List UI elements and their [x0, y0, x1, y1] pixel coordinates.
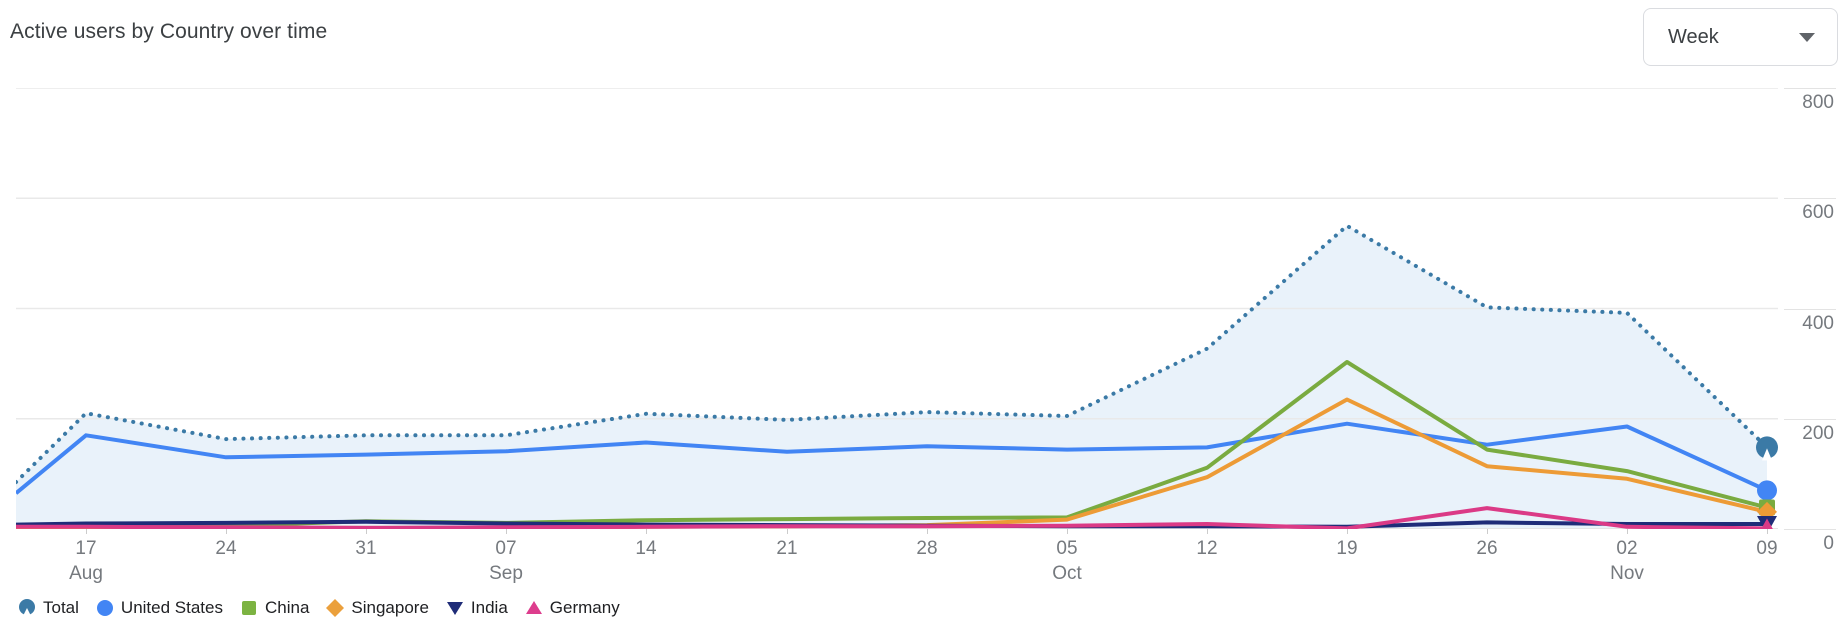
- triangle-down-marker-icon: [446, 599, 464, 617]
- x-axis-tick-mark: [646, 529, 647, 534]
- x-axis-tick-mark: [366, 529, 367, 534]
- y-axis-tick-line: [1784, 529, 1836, 530]
- legend-item-united-states[interactable]: United States: [96, 598, 223, 618]
- dropdown-caret-icon: [1799, 32, 1815, 42]
- legend-item-label: Total: [43, 598, 79, 617]
- x-axis-label: 17 Aug: [69, 538, 103, 584]
- x-axis-tick-mark: [1207, 529, 1208, 534]
- x-axis-label: 02 Nov: [1610, 538, 1644, 584]
- x-axis-tick-mark: [1767, 529, 1768, 534]
- interval-selector-value: Week: [1668, 25, 1719, 48]
- chart-plot-area[interactable]: [16, 88, 1778, 529]
- x-axis-tick-mark: [1627, 529, 1628, 534]
- x-axis-label: 12: [1196, 538, 1218, 559]
- legend-item-germany[interactable]: Germany: [525, 598, 620, 618]
- x-axis-tick-mark: [226, 529, 227, 534]
- legend-item-china[interactable]: China: [240, 598, 309, 618]
- x-axis-tick-mark: [506, 529, 507, 534]
- series-end-marker: [1761, 518, 1773, 529]
- x-axis-label: 26: [1476, 538, 1498, 559]
- y-axis-tick-line: [1784, 88, 1836, 89]
- x-axis-label: 31: [355, 538, 377, 559]
- chart-title: Active users by Country over time: [10, 20, 328, 43]
- legend-item-label: United States: [120, 598, 223, 617]
- legend-item-label: China: [264, 598, 310, 617]
- x-axis-label: 28: [916, 538, 938, 559]
- x-axis-tick-mark: [1487, 529, 1488, 534]
- legend-item-singapore[interactable]: Singapore: [326, 598, 429, 618]
- legend-item-india[interactable]: India: [446, 598, 508, 618]
- total-area-fill: [16, 225, 1767, 529]
- legend-item-label: Singapore: [351, 598, 429, 617]
- triangle-up-marker-icon: [525, 599, 543, 617]
- x-axis-tick-mark: [1067, 529, 1068, 534]
- x-axis-label: 19: [1336, 538, 1358, 559]
- x-axis-label: 05 Oct: [1052, 538, 1082, 584]
- x-axis-tick-mark: [1347, 529, 1348, 534]
- y-axis-tick-line: [1784, 419, 1836, 420]
- y-axis-label: 0: [1823, 533, 1834, 554]
- legend-item-label: India: [470, 598, 508, 617]
- legend-item-total[interactable]: Total: [18, 598, 79, 618]
- x-axis-tick-mark: [86, 529, 87, 534]
- x-axis-label: 21: [776, 538, 798, 559]
- circle-marker-icon: [96, 599, 114, 617]
- series-end-marker: [1756, 436, 1778, 461]
- x-axis-label: 09: [1756, 538, 1778, 559]
- chart-legend: Total United States China Singapore India Ger…: [18, 598, 620, 618]
- square-marker-icon: [240, 599, 258, 617]
- series-line-germany: [16, 506, 1768, 529]
- x-axis-label: 14: [635, 538, 657, 559]
- x-axis-tick-mark: [927, 529, 928, 534]
- scallop-marker-icon: [18, 599, 36, 617]
- legend-item-label: Germany: [549, 598, 620, 617]
- y-axis-label: 600: [1802, 202, 1834, 223]
- x-axis-label: 07 Sep: [489, 538, 523, 584]
- y-axis-label: 200: [1802, 423, 1834, 444]
- x-axis-label: 24: [215, 538, 237, 559]
- series-end-marker: [1757, 480, 1777, 501]
- x-axis-tick-mark: [787, 529, 788, 534]
- y-axis-tick-line: [1784, 309, 1836, 310]
- y-axis-tick-line: [1784, 198, 1836, 199]
- y-axis-label: 400: [1802, 313, 1834, 334]
- series-line-china: [16, 360, 1768, 529]
- y-axis-label: 800: [1802, 92, 1834, 113]
- interval-selector[interactable]: Week: [1643, 8, 1838, 66]
- series-line-united-states: [16, 421, 1768, 495]
- diamond-marker-icon: [326, 599, 345, 617]
